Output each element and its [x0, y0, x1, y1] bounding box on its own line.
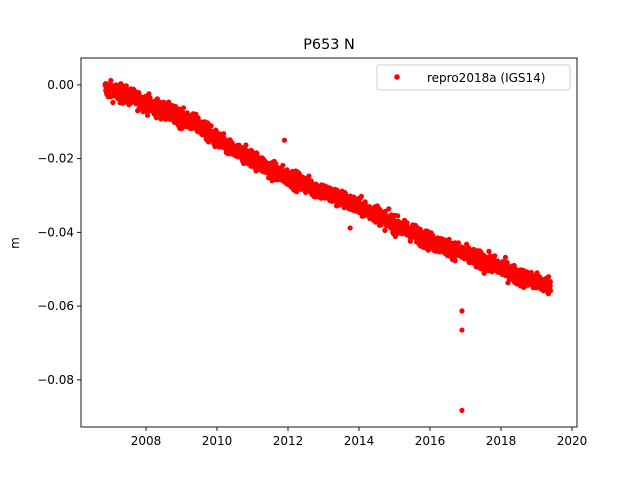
data-point [382, 227, 388, 233]
outlier-point [459, 327, 465, 333]
data-point [243, 142, 249, 148]
data-point [500, 259, 506, 265]
data-point [206, 139, 212, 145]
data-point [546, 274, 552, 280]
data-point [249, 148, 255, 155]
data-point [504, 260, 510, 266]
y-tick-label: 0.00 [47, 78, 74, 92]
data-point [528, 269, 534, 276]
data-point [108, 77, 114, 84]
outlier-point [459, 308, 465, 314]
data-point [395, 213, 401, 219]
data-point [294, 189, 300, 195]
y-tick-label: −0.04 [37, 225, 74, 239]
data-point [358, 193, 364, 199]
data-point [524, 269, 530, 275]
data-point [378, 222, 384, 228]
data-point [452, 258, 458, 264]
data-point [123, 83, 129, 89]
x-tick-label: 2012 [273, 434, 304, 448]
x-tick-label: 2010 [202, 434, 233, 448]
data-point [136, 90, 142, 96]
data-point [110, 99, 116, 106]
chart-title: P653 N [303, 37, 355, 53]
outlier-point [347, 225, 353, 231]
data-point [147, 95, 153, 101]
data-point [306, 173, 312, 179]
legend-label: repro2018a (IGS14) [427, 71, 545, 85]
plot-area [80, 57, 578, 428]
data-point [492, 253, 498, 259]
data-points [102, 77, 554, 414]
data-point [221, 131, 227, 137]
legend-box [376, 64, 571, 91]
y-tick-label: −0.02 [37, 152, 74, 166]
legend: repro2018a (IGS14) [376, 64, 571, 91]
data-point [404, 220, 410, 226]
data-point [343, 191, 349, 197]
y-axis-label: m [8, 237, 22, 249]
legend-marker [394, 74, 400, 80]
x-tick-label: 2018 [486, 434, 517, 448]
data-point [547, 283, 553, 289]
outlier-point [459, 407, 465, 414]
data-point [166, 99, 172, 105]
x-tick-label: 2014 [344, 434, 375, 448]
data-point [547, 287, 554, 294]
data-point [273, 161, 279, 167]
data-point [195, 115, 201, 121]
x-axis: 2008 2010 2012 2014 2016 2018 2020 [131, 427, 588, 448]
y-axis: 0.00 −0.02 −0.04 −0.06 −0.08 [37, 78, 81, 387]
outlier-point [281, 137, 288, 143]
data-point [455, 240, 461, 246]
data-point [502, 254, 508, 260]
data-point [547, 279, 553, 285]
data-point [146, 91, 152, 97]
data-point [280, 162, 286, 168]
data-point [208, 123, 214, 129]
data-point [144, 112, 151, 118]
y-tick-label: −0.08 [37, 373, 74, 387]
data-point [180, 105, 187, 111]
y-tick-label: −0.06 [37, 299, 74, 313]
x-tick-label: 2008 [131, 434, 162, 448]
x-tick-label: 2016 [415, 434, 446, 448]
data-point [486, 248, 492, 254]
data-point [386, 206, 392, 212]
x-tick-label: 2020 [557, 434, 588, 448]
